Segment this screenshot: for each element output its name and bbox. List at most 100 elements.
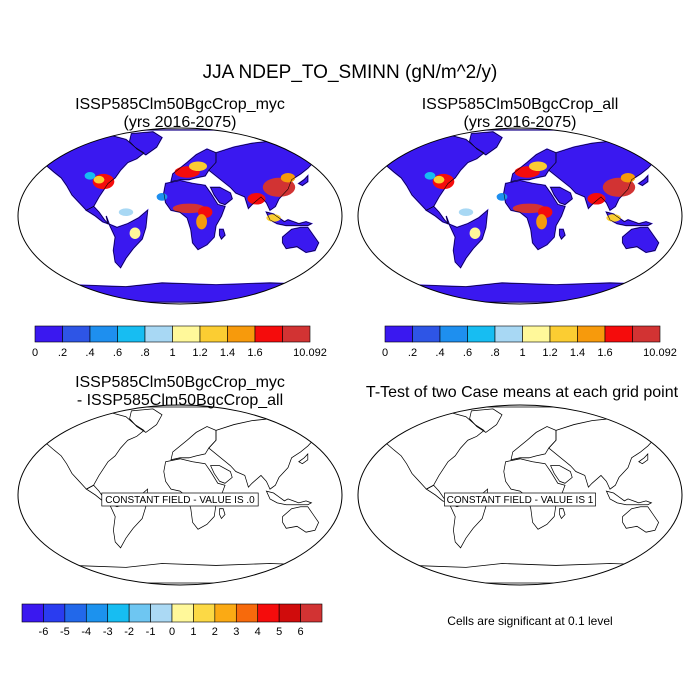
- field-shading: [93, 175, 105, 184]
- panel-2-title-line2: (yrs 2016-2075): [463, 114, 577, 131]
- colorbar-swatch: [64, 603, 87, 623]
- field-shading: [247, 193, 266, 205]
- field-shading: [424, 172, 436, 180]
- colorbar-swatch: [62, 325, 91, 343]
- field-shading: [84, 172, 96, 180]
- colorbar-tick-label: 4: [255, 626, 261, 638]
- colorbar-tick-label: .4: [435, 347, 444, 359]
- colorbar-tick-label: 1.6: [597, 347, 612, 359]
- field-shading: [496, 193, 508, 201]
- constant-field-box: [101, 492, 259, 507]
- field-shading: [458, 208, 474, 216]
- field-shading: [469, 227, 481, 239]
- colorbar-tick-label: 0: [169, 626, 175, 638]
- map-panel-3: CONSTANT FIELD - VALUE IS .0: [17, 404, 343, 586]
- panel-1-title-line1: ISSP585Clm50BgcCrop_myc: [75, 96, 285, 113]
- map-border: [17, 127, 343, 305]
- colorbar-swatch: [172, 325, 201, 343]
- colorbar-swatch: [632, 325, 661, 343]
- colorbar-tick-label: 10.092: [643, 347, 677, 359]
- colorbar-tick-label: 0: [32, 347, 38, 359]
- colorbar-swatch: [577, 325, 606, 343]
- colorbar-tick-label: 1.4: [570, 347, 585, 359]
- significance-note: Cells are significant at 0.1 level: [447, 614, 613, 628]
- panel-2-title-line1: ISSP585Clm50BgcCrop_all: [421, 96, 619, 113]
- field-shading: [280, 172, 296, 183]
- colorbar-swatch: [549, 325, 578, 343]
- field-shading: [172, 203, 206, 214]
- colorbar-swatch: [199, 325, 228, 343]
- panel-3-title: ISSP585Clm50BgcCrop_myc - ISSP585Clm50Bg…: [20, 374, 340, 410]
- colorbar-tick-label: .2: [408, 347, 417, 359]
- colorbar-swatch: [467, 325, 496, 343]
- field-shading: [587, 193, 606, 205]
- colorbar-swatch: [34, 325, 63, 343]
- colorbar-swatch: [494, 325, 523, 343]
- colorbar-tick-label: 0: [382, 347, 388, 359]
- colorbar-tick-label: 5: [276, 626, 282, 638]
- colorbar-swatch: [384, 325, 413, 343]
- colorbar-swatch: [193, 603, 216, 623]
- colorbar-tick-label: 3: [233, 626, 239, 638]
- colorbar-swatch: [282, 325, 311, 343]
- colorbar-swatch: [89, 325, 118, 343]
- colorbar-tick-label: 6: [298, 626, 304, 638]
- colorbar-tick-label: .4: [85, 347, 94, 359]
- colorbar-swatch: [171, 603, 194, 623]
- colorbar-tick-label: 1: [519, 347, 525, 359]
- colorbar-tick-label: -5: [60, 626, 70, 638]
- colorbar-swatch: [214, 603, 237, 623]
- map-border: [357, 404, 683, 586]
- colorbar-tick-label: -3: [103, 626, 113, 638]
- colorbar-tick-label: .6: [463, 347, 472, 359]
- colorbar-swatch: [43, 603, 66, 623]
- field-shading: [529, 161, 547, 172]
- colorbar-swatch: [254, 325, 283, 343]
- field-shading: [156, 193, 168, 201]
- colorbar-tick-label: 10.092: [293, 347, 327, 359]
- colorbar-panel-2: 0 .2 .4 .6 .8 1 1.2 1.4 1.6 10.092: [382, 325, 677, 359]
- colorbar-swatch: [257, 603, 280, 623]
- constant-field-box: [444, 492, 596, 507]
- field-shading: [512, 203, 546, 214]
- colorbar-swatch: [439, 325, 468, 343]
- panel-2-title: ISSP585Clm50BgcCrop_all (yrs 2016-2075): [360, 96, 680, 132]
- colorbar-swatch: [128, 603, 151, 623]
- page-title: JJA NDEP_TO_SMINN (gN/m^2/y): [202, 62, 498, 83]
- colorbar-swatch: [235, 603, 259, 623]
- colorbar-swatch: [85, 603, 109, 623]
- field-shading: [620, 172, 636, 183]
- colorbar-tick-label: .6: [113, 347, 122, 359]
- map-panel-4: CONSTANT FIELD - VALUE IS 1: [357, 404, 683, 586]
- panel-4-title: T-Test of two Case means at each grid po…: [352, 384, 692, 402]
- colorbar-tick-label: -2: [124, 626, 134, 638]
- colorbar-tick-label: .8: [490, 347, 499, 359]
- colorbar-panel-1: 0 .2 .4 .6 .8 1 1.2 1.4 1.6 10.092: [32, 325, 327, 359]
- colorbar-tick-label: 1.2: [192, 347, 207, 359]
- colorbar-tick-label: 1.6: [247, 347, 262, 359]
- field-shading: [262, 177, 296, 197]
- field-shading: [189, 161, 207, 172]
- colorbar-tick-label: 1: [190, 626, 196, 638]
- colorbar-tick-label: 1: [169, 347, 175, 359]
- colorbar-tick-label: .8: [140, 347, 149, 359]
- colorbar-swatch: [278, 603, 301, 623]
- colorbar-swatch: [107, 603, 130, 623]
- field-shading: [602, 177, 636, 197]
- colorbar-swatch: [117, 325, 146, 343]
- colorbar-swatch: [300, 603, 323, 623]
- map-panel-2: [357, 127, 683, 305]
- field-shading: [129, 227, 141, 239]
- map-panel-1: [17, 127, 343, 305]
- colorbar-swatch: [144, 325, 173, 343]
- colorbar-difference: -6 -5 -4 -3 -2 -1 0 1 2 3 4 5 6: [21, 603, 323, 638]
- colorbar-tick-label: 2: [212, 626, 218, 638]
- panel-3-title-line1: ISSP585Clm50BgcCrop_myc: [75, 374, 285, 391]
- field-shading: [433, 175, 445, 184]
- colorbar-tick-label: -4: [81, 626, 91, 638]
- colorbar-tick-label: -1: [146, 626, 156, 638]
- land-fill: [358, 129, 682, 303]
- panel-1-title-line2: (yrs 2016-2075): [123, 114, 237, 131]
- colorbar-swatch: [227, 325, 256, 343]
